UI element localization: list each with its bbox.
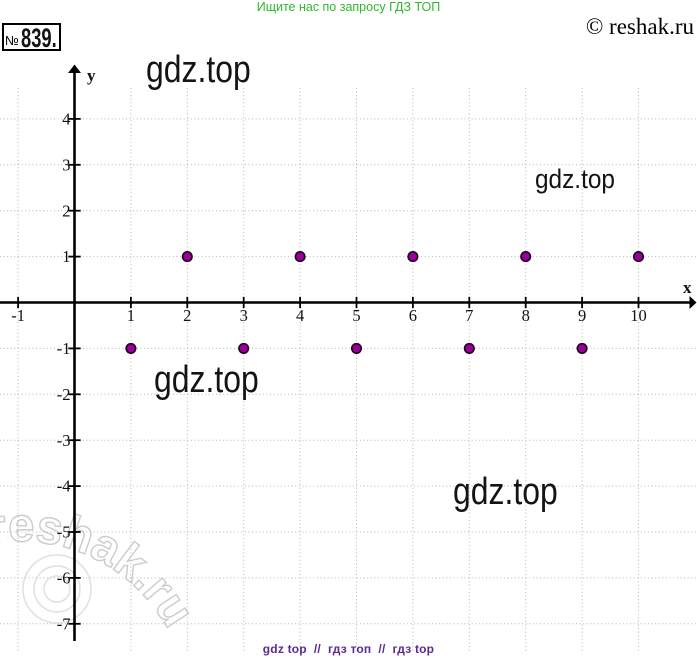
svg-text:x: x <box>683 278 692 297</box>
svg-text:1: 1 <box>127 306 135 325</box>
svg-text:-2: -2 <box>57 385 71 404</box>
svg-text:4: 4 <box>296 306 304 325</box>
svg-text:-1: -1 <box>57 339 71 358</box>
svg-text:-3: -3 <box>57 431 71 450</box>
svg-text:10: 10 <box>630 306 647 325</box>
svg-text:-4: -4 <box>57 477 71 496</box>
svg-text:7: 7 <box>465 306 473 325</box>
svg-text:-5: -5 <box>57 523 71 542</box>
svg-text:-6: -6 <box>57 569 71 588</box>
svg-text:y: y <box>87 66 96 85</box>
svg-text:6: 6 <box>409 306 417 325</box>
svg-text:2: 2 <box>62 201 70 220</box>
svg-text:8: 8 <box>522 306 530 325</box>
svg-text:1: 1 <box>62 247 70 266</box>
svg-text:5: 5 <box>352 306 360 325</box>
svg-text:-1: -1 <box>11 306 25 325</box>
svg-text:2: 2 <box>183 306 191 325</box>
svg-text:3: 3 <box>62 155 70 174</box>
svg-text:9: 9 <box>578 306 586 325</box>
svg-text:4: 4 <box>62 110 70 129</box>
svg-text:-7: -7 <box>57 614 71 633</box>
svg-text:3: 3 <box>240 306 248 325</box>
